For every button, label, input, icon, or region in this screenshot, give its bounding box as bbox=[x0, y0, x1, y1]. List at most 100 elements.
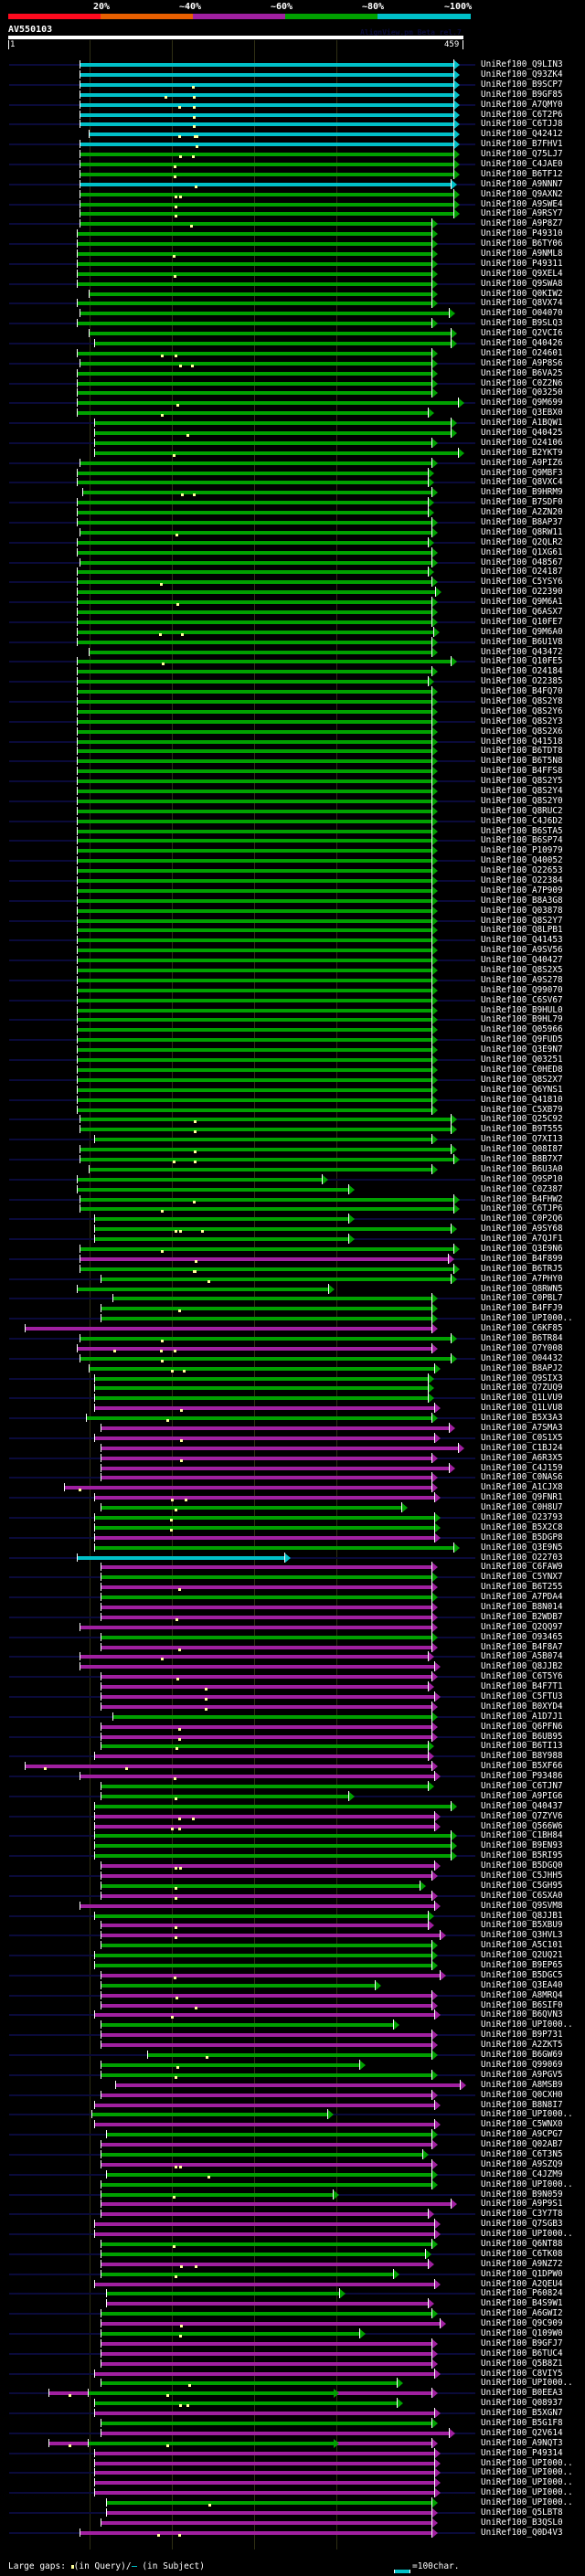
hit-label[interactable]: UniRef100_Q8S2Y6 bbox=[481, 705, 563, 716]
alignment-row[interactable]: UniRef100_UPI000.. bbox=[0, 2497, 585, 2508]
hit-label[interactable]: UniRef100_UPI000.. bbox=[481, 2457, 573, 2468]
hit-label[interactable]: UniRef100_Q10FE5 bbox=[481, 656, 563, 667]
alignment-row[interactable]: UniRef100_B2YKT9 bbox=[0, 447, 585, 459]
alignment-row[interactable]: UniRef100_A6R3X5 bbox=[0, 1452, 585, 1464]
hit-label[interactable]: UniRef100_Q9SIX3 bbox=[481, 1373, 563, 1383]
hit-label[interactable]: UniRef100_Q9SVM8 bbox=[481, 1900, 563, 1911]
hit-label[interactable]: UniRef100_A7QJF1 bbox=[481, 1234, 563, 1244]
hit-label[interactable]: UniRef100_A9SV56 bbox=[481, 945, 563, 956]
alignment-row[interactable]: UniRef100_C0Z387 bbox=[0, 1183, 585, 1195]
hit-label[interactable]: UniRef100_C6T2P6 bbox=[481, 109, 563, 120]
hit-bar[interactable] bbox=[76, 600, 431, 605]
hit-bar[interactable] bbox=[76, 739, 431, 744]
alignment-row[interactable]: UniRef100_A9SY68 bbox=[0, 1224, 585, 1235]
hit-bar[interactable] bbox=[100, 2152, 422, 2157]
alignment-row[interactable]: UniRef100_UPI000.. bbox=[0, 2019, 585, 2030]
hit-bar[interactable] bbox=[100, 2033, 431, 2038]
alignment-row[interactable]: UniRef100_C4J159 bbox=[0, 1462, 585, 1474]
alignment-row[interactable]: UniRef100_A8MSB9 bbox=[0, 2079, 585, 2091]
alignment-row[interactable]: UniRef100_C0HED8 bbox=[0, 1064, 585, 1076]
hit-bar[interactable] bbox=[100, 2421, 431, 2425]
alignment-row[interactable]: UniRef100_Q10FE7 bbox=[0, 616, 585, 628]
hit-bar[interactable] bbox=[100, 2212, 429, 2217]
hit-label[interactable]: UniRef100_B5XBU9 bbox=[481, 1920, 563, 1931]
alignment-row[interactable]: UniRef100_Q6ASX7 bbox=[0, 607, 585, 618]
hit-bar[interactable] bbox=[115, 2083, 460, 2087]
hit-label[interactable]: UniRef100_O24106 bbox=[481, 437, 563, 448]
hit-bar[interactable] bbox=[80, 1118, 452, 1122]
hit-bar[interactable] bbox=[80, 312, 450, 316]
hit-label[interactable]: UniRef100_A9PGV5 bbox=[481, 2069, 563, 2080]
hit-label[interactable]: UniRef100_Q40427 bbox=[481, 955, 563, 966]
alignment-row[interactable]: UniRef100_B5RI95 bbox=[0, 1850, 585, 1861]
alignment-row[interactable]: UniRef100_Q8S2X6 bbox=[0, 726, 585, 737]
hit-bar[interactable] bbox=[76, 351, 431, 355]
hit-bar[interactable] bbox=[80, 63, 454, 67]
alignment-row[interactable]: UniRef100_Q41453 bbox=[0, 935, 585, 946]
hit-bar[interactable] bbox=[100, 2143, 431, 2147]
alignment-row[interactable]: UniRef100_A7PHY0 bbox=[0, 1273, 585, 1285]
hit-label[interactable]: UniRef100_Q2UQ21 bbox=[481, 1950, 563, 1961]
hit-bar[interactable] bbox=[94, 1386, 429, 1391]
hit-label[interactable]: UniRef100_A9RSY7 bbox=[481, 208, 563, 219]
hit-bar[interactable] bbox=[76, 959, 431, 963]
alignment-row[interactable]: UniRef100_C6T2P6 bbox=[0, 109, 585, 121]
hit-bar[interactable] bbox=[100, 1307, 431, 1311]
alignment-row[interactable]: UniRef100_B6VA25 bbox=[0, 367, 585, 379]
hit-label[interactable]: UniRef100_B6SP74 bbox=[481, 835, 563, 846]
hit-bar[interactable] bbox=[106, 2292, 339, 2296]
hit-label[interactable]: UniRef100_Q566W6 bbox=[481, 1820, 563, 1831]
hit-label[interactable]: UniRef100_Q9M6A1 bbox=[481, 597, 563, 608]
hit-label[interactable]: UniRef100_Q10FE7 bbox=[481, 616, 563, 627]
hit-bar[interactable] bbox=[100, 1476, 431, 1480]
hit-bar[interactable] bbox=[94, 2461, 434, 2465]
hit-label[interactable]: UniRef100_Q8JJB2 bbox=[481, 1661, 563, 1672]
hit-bar[interactable] bbox=[94, 2471, 434, 2475]
alignment-row[interactable]: UniRef100_C6TJJ8 bbox=[0, 119, 585, 130]
hit-label[interactable]: UniRef100_C6T3N5 bbox=[481, 2148, 563, 2159]
hit-bar[interactable] bbox=[94, 1964, 431, 1967]
alignment-row[interactable]: UniRef100_Q6NT88 bbox=[0, 2238, 585, 2250]
hit-label[interactable]: UniRef100_Q2V614 bbox=[481, 2427, 563, 2438]
alignment-row[interactable]: UniRef100_Q7ZYV6 bbox=[0, 1810, 585, 1822]
hit-label[interactable]: UniRef100_UPI000.. bbox=[481, 2477, 573, 2488]
hit-label[interactable]: UniRef100_Q1XG61 bbox=[481, 546, 563, 557]
hit-bar[interactable] bbox=[76, 779, 431, 784]
alignment-row[interactable]: UniRef100_Q03251 bbox=[0, 1055, 585, 1065]
hit-bar[interactable] bbox=[100, 1744, 429, 1749]
hit-label[interactable]: UniRef100_O22390 bbox=[481, 587, 563, 598]
hit-bar[interactable] bbox=[94, 2491, 434, 2496]
hit-bar[interactable] bbox=[80, 1148, 452, 1151]
hit-bar[interactable] bbox=[94, 1804, 452, 1808]
hit-bar[interactable] bbox=[76, 829, 431, 833]
alignment-row[interactable]: UniRef100_C6TJN7 bbox=[0, 1781, 585, 1792]
hit-label[interactable]: UniRef100_B5DGQ0 bbox=[481, 1860, 563, 1871]
hit-label[interactable]: UniRef100_P60824 bbox=[481, 2288, 563, 2299]
alignment-row[interactable]: UniRef100_C5GH95 bbox=[0, 1880, 585, 1892]
alignment-row[interactable]: UniRef100_A2QEU4 bbox=[0, 2278, 585, 2290]
hit-label[interactable]: UniRef100_Q9C909 bbox=[481, 2318, 563, 2328]
hit-bar[interactable] bbox=[100, 1874, 431, 1878]
hit-bar[interactable] bbox=[80, 162, 454, 166]
hit-label[interactable]: UniRef100_Q5LBT8 bbox=[481, 2507, 563, 2518]
alignment-row[interactable]: UniRef100_C6KF85 bbox=[0, 1323, 585, 1334]
alignment-row[interactable]: UniRef100_P10979 bbox=[0, 845, 585, 856]
hit-bar[interactable] bbox=[112, 1297, 431, 1301]
alignment-row[interactable]: UniRef100_C4JZM9 bbox=[0, 2168, 585, 2180]
alignment-row[interactable]: UniRef100_Q566W6 bbox=[0, 1820, 585, 1832]
alignment-row[interactable]: UniRef100_Q40427 bbox=[0, 955, 585, 966]
hit-bar[interactable] bbox=[100, 2312, 431, 2316]
alignment-row[interactable]: UniRef100_B8N8I7 bbox=[0, 2099, 585, 2111]
hit-label[interactable]: UniRef100_B6TI13 bbox=[481, 1741, 563, 1752]
hit-label[interactable]: UniRef100_B6UB95 bbox=[481, 1731, 563, 1742]
hit-bar[interactable] bbox=[76, 540, 429, 545]
alignment-row[interactable]: UniRef100_O24187 bbox=[0, 567, 585, 578]
hit-label[interactable]: UniRef100_Q3E9N7 bbox=[481, 1044, 563, 1055]
hit-label[interactable]: UniRef100_C6FAW9 bbox=[481, 1562, 563, 1573]
hit-label[interactable]: UniRef100_Q8S2Y0 bbox=[481, 795, 563, 806]
alignment-row[interactable]: UniRef100_B9SLQ3 bbox=[0, 318, 585, 329]
hit-label[interactable]: UniRef100_Q8S2X7 bbox=[481, 1074, 563, 1085]
alignment-row[interactable]: UniRef100_Q40425 bbox=[0, 427, 585, 439]
hit-bar[interactable] bbox=[100, 1426, 450, 1430]
alignment-row[interactable]: UniRef100_C5XB79 bbox=[0, 1104, 585, 1116]
